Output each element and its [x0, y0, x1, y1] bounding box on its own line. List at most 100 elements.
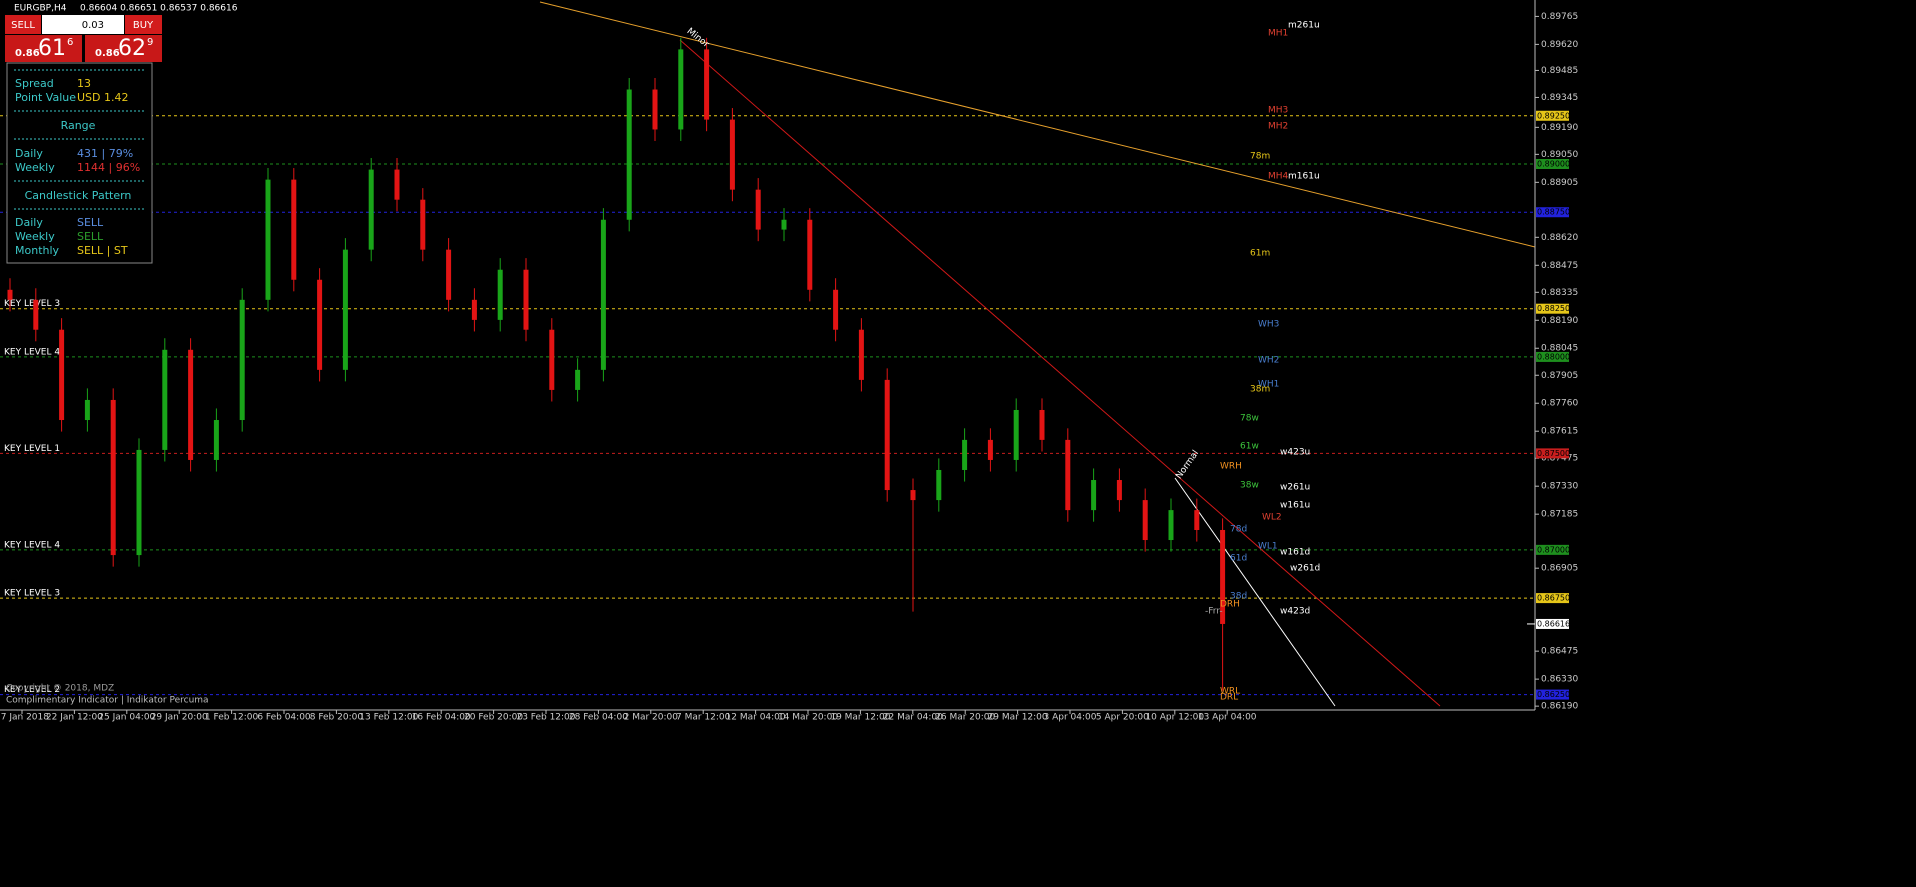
label: Monthly [15, 244, 60, 257]
candle-body [420, 199, 426, 250]
x-tick-label: 13 Apr 04:00 [1198, 713, 1257, 723]
level-name: KEY LEVEL 3 [4, 589, 60, 599]
annotation: 78w [1240, 414, 1259, 424]
level-tag [1536, 593, 1569, 604]
x-tick-label: 26 Mar 20:00 [935, 713, 995, 723]
label: Point Value [15, 91, 76, 104]
buy-big: 0.86 [95, 48, 120, 59]
lot-text[interactable]: 0.03 [82, 20, 104, 31]
candle-body [59, 329, 65, 421]
level-tag [1536, 351, 1569, 362]
x-tick-label: 2 Mar 20:00 [624, 713, 679, 723]
symbol: EURGBP,H4 [14, 4, 67, 14]
label: Daily [15, 147, 43, 160]
buy-pips: 62 [118, 36, 146, 61]
heading: Range [61, 119, 96, 132]
candle-body [1091, 480, 1097, 511]
level-tag [1536, 448, 1569, 459]
x-tick-label: 6 Feb 04:00 [257, 713, 311, 723]
ohlc: 0.86604 0.86651 0.86537 0.86616 [80, 4, 238, 14]
y-tick-label: 0.89765 [1541, 12, 1578, 22]
y-tick-label: 0.87905 [1541, 371, 1578, 381]
candle-body [1065, 439, 1071, 511]
buy-price[interactable] [85, 35, 162, 62]
annotation: 38d [1230, 592, 1247, 602]
copyright: Copyright © 2018, MDZ [6, 684, 114, 694]
candle-body [575, 369, 581, 390]
level-name: KEY LEVEL 2 [4, 685, 60, 695]
y-tick-label: 0.88475 [1541, 261, 1578, 271]
label: Spread [15, 77, 54, 90]
lot-input[interactable] [42, 15, 124, 34]
candle-body [1013, 409, 1019, 460]
x-tick-label: 16 Feb 04:00 [412, 713, 471, 723]
y-tick-label: 0.89620 [1541, 40, 1578, 50]
x-tick-label: 13 Feb 12:00 [359, 713, 418, 723]
x-tick-label: 5 Apr 20:00 [1096, 713, 1149, 723]
y-tick-label: 0.87330 [1541, 482, 1578, 492]
sell-big: 0.86 [15, 48, 40, 59]
annotation: m261u [1288, 21, 1320, 31]
y-tick-label: 0.86475 [1541, 647, 1578, 657]
y-tick-label: 0.86330 [1541, 675, 1578, 685]
annotation: WRL [1220, 687, 1240, 697]
x-tick-label: 17 Jan 2018 [0, 713, 49, 723]
y-tick-label: 0.89345 [1541, 93, 1578, 103]
y-tick-label: 0.86905 [1541, 564, 1578, 574]
level-tag-label: 0.88750 [1537, 208, 1570, 217]
x-tick-label: 14 Mar 20:00 [778, 713, 838, 723]
level-tag [1536, 110, 1569, 121]
x-tick-label: 29 Jan 20:00 [151, 713, 208, 723]
info-box [6, 62, 153, 264]
candle-body [7, 289, 13, 300]
value: SELL [77, 216, 104, 229]
x-tick-label: 23 Feb 12:00 [516, 713, 575, 723]
candle-body [213, 420, 219, 460]
candle-body [239, 299, 245, 421]
annotation: w423d [1280, 607, 1310, 617]
y-tick-label: 0.87475 [1541, 454, 1578, 464]
x-tick-label: 28 Feb 04:00 [569, 713, 628, 723]
buy-text[interactable]: BUY [133, 20, 154, 31]
sell-pips: 61 [38, 36, 66, 61]
candle-body [910, 490, 916, 501]
y-tick-label: 0.89190 [1541, 123, 1578, 133]
trendline [1174, 477, 1336, 707]
footer-note: Complimentary Indicator | Indikator Perc… [6, 696, 209, 706]
y-tick-label: 0.88045 [1541, 344, 1578, 354]
label: Daily [15, 216, 43, 229]
annotation: 61w [1240, 442, 1259, 452]
annotation: 38w [1240, 481, 1259, 491]
x-tick-label: 8 Feb 20:00 [310, 713, 364, 723]
candle-body [84, 399, 90, 421]
x-tick-label: 7 Mar 12:00 [676, 713, 731, 723]
annotation: WH2 [1258, 356, 1279, 366]
level-tag-label: 0.88250 [1537, 304, 1570, 313]
x-tick-label: 25 Jan 04:00 [98, 713, 155, 723]
annotation: DRL [1220, 693, 1238, 703]
candle-body [781, 219, 787, 230]
x-tick-label: 22 Mar 04:00 [883, 713, 943, 723]
candle-body [858, 329, 864, 380]
y-tick-label: 0.88190 [1541, 316, 1578, 326]
annotation: w423u [1280, 448, 1310, 458]
level-tag [1536, 207, 1569, 218]
annotation: -Frr- [1205, 607, 1223, 617]
y-tick-label: 0.89485 [1541, 66, 1578, 76]
value: USD 1.42 [77, 91, 129, 104]
annotation: w161d [1280, 548, 1310, 558]
buy-button[interactable] [125, 15, 162, 34]
level-tag [1536, 544, 1569, 555]
sell-text[interactable]: SELL [11, 20, 35, 31]
sell-price[interactable] [5, 35, 82, 62]
candle-body [33, 299, 39, 330]
label: Weekly [15, 230, 55, 243]
candle-body [549, 329, 555, 390]
level-tag-label: 0.89250 [1537, 111, 1570, 120]
annotation: WRH [1220, 462, 1242, 472]
sell-button[interactable] [5, 15, 41, 34]
annotation: 78m [1250, 152, 1270, 162]
level-tag-label: 0.87000 [1537, 545, 1570, 554]
y-tick-label: 0.87760 [1541, 399, 1578, 409]
